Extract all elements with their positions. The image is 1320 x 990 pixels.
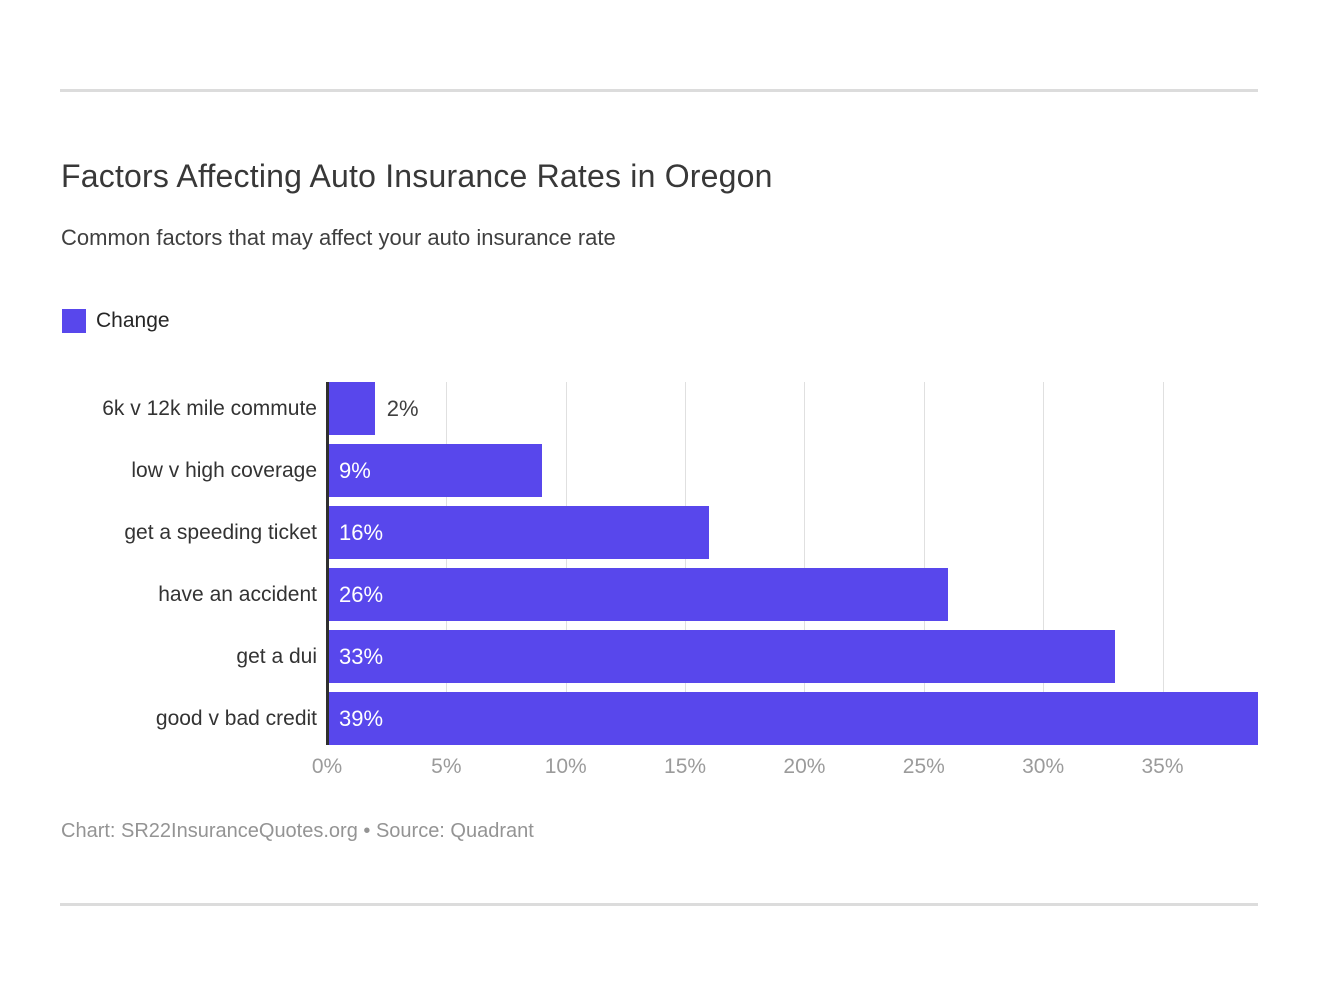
- legend-swatch: [62, 309, 86, 333]
- bar-value-label: 26%: [339, 581, 384, 607]
- bar-row: have an accident 26%: [60, 568, 1258, 621]
- x-tick-label: 15%: [664, 755, 707, 778]
- category-label: low v high coverage: [131, 458, 317, 482]
- x-tick-label: 0%: [311, 755, 343, 778]
- bar-value-label: 9%: [339, 457, 371, 483]
- bar-row: good v bad credit 39%: [60, 692, 1258, 745]
- category-label: get a dui: [236, 644, 317, 668]
- bar-track: 2%: [327, 382, 1258, 435]
- bar: [327, 630, 1115, 683]
- x-tick-label: 25%: [902, 755, 945, 778]
- x-tick-label: 30%: [1022, 755, 1065, 778]
- bar: [327, 444, 542, 497]
- x-tick-label: 5%: [431, 755, 462, 778]
- legend-label: Change: [96, 309, 170, 332]
- bar-row: 6k v 12k mile commute 2%: [60, 382, 1258, 435]
- bar-row: low v high coverage 9%: [60, 444, 1258, 497]
- bar-track: 33%: [327, 630, 1258, 683]
- category-label: 6k v 12k mile commute: [102, 396, 317, 420]
- bar-value-label: 16%: [339, 519, 384, 545]
- bar-chart: 6k v 12k mile commute 2% low v high covera…: [60, 382, 1258, 745]
- bar-row: get a dui 33%: [60, 630, 1258, 683]
- category-label: have an accident: [158, 582, 317, 606]
- x-tick-label: 10%: [544, 755, 587, 778]
- bar-value-label: 33%: [339, 643, 384, 669]
- attribution-footer: Chart: SR22InsuranceQuotes.org • Source:…: [61, 820, 534, 842]
- x-axis: 0% 5% 10% 15% 20% 25% 30% 35%: [312, 755, 1258, 783]
- category-label: good v bad credit: [155, 706, 317, 730]
- bar-track: 16%: [327, 506, 1258, 559]
- x-tick-label: 20%: [783, 755, 826, 778]
- top-divider: [60, 89, 1258, 92]
- bar-track: 9%: [327, 444, 1258, 497]
- bar: [327, 692, 1258, 745]
- bar-track: 26%: [327, 568, 1258, 621]
- chart-subtitle: Common factors that may affect your auto…: [61, 225, 616, 250]
- bar: [327, 382, 375, 435]
- bar-rows: 6k v 12k mile commute 2% low v high covera…: [60, 382, 1258, 745]
- bar: [327, 506, 709, 559]
- x-tick-label: 35%: [1141, 755, 1184, 778]
- category-label: get a speeding ticket: [124, 520, 317, 544]
- bar-row: get a speeding ticket 16%: [60, 506, 1258, 559]
- bar-value-label: 2%: [386, 395, 419, 421]
- legend: Change: [62, 309, 170, 333]
- bar: [327, 568, 948, 621]
- chart-title: Factors Affecting Auto Insurance Rates i…: [61, 158, 773, 194]
- bar-value-label: 39%: [339, 705, 384, 731]
- bottom-divider: [60, 903, 1258, 906]
- bar-track: 39%: [327, 692, 1258, 745]
